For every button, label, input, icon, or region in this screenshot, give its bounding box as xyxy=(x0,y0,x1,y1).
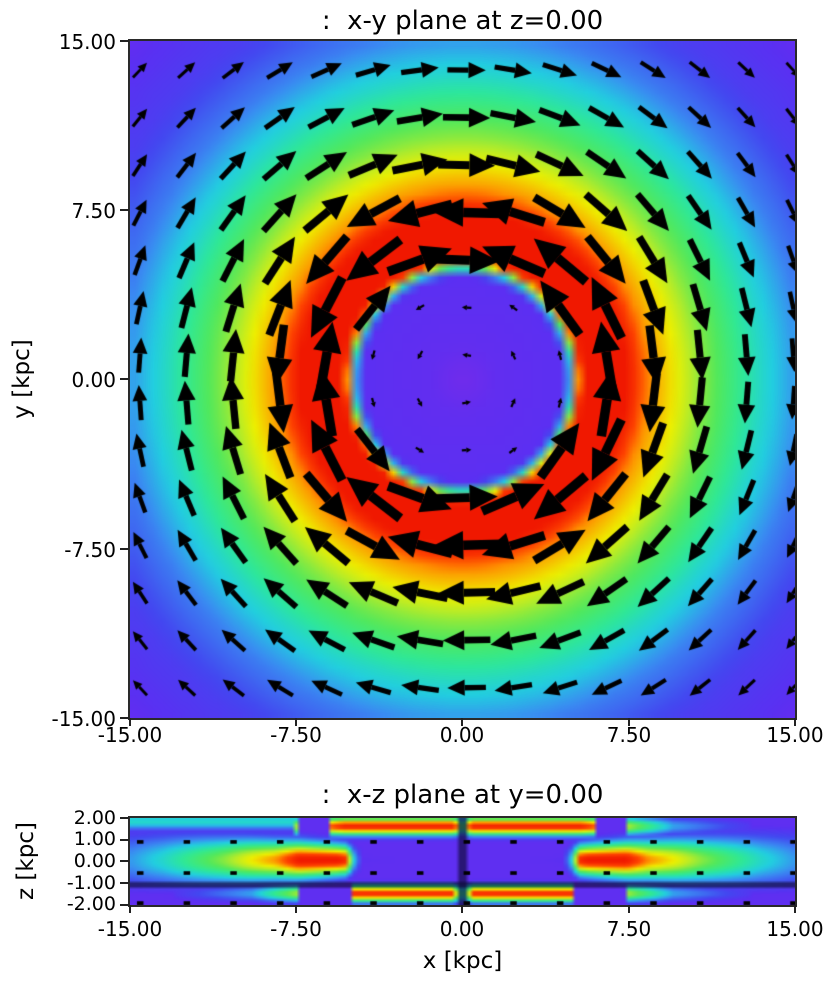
y-tick-mark xyxy=(120,717,129,719)
z-tick-label: -1.00 xyxy=(66,872,116,894)
y-tick-label: -7.50 xyxy=(64,538,116,562)
x-tick-label: 0.00 xyxy=(439,723,485,747)
y-tick-mark xyxy=(120,548,129,550)
z-tick-label: 2.00 xyxy=(73,807,116,829)
xy-field-canvas xyxy=(130,41,795,718)
xz-field-canvas xyxy=(130,818,795,905)
z-tick-mark xyxy=(120,904,129,906)
x-tick-label: -15.00 xyxy=(97,723,163,747)
xz-plot-area xyxy=(128,816,797,907)
y-tick-mark xyxy=(120,40,129,42)
y-tick-label: 0.00 xyxy=(71,368,116,392)
y-tick-label: 7.50 xyxy=(71,199,116,223)
y-tick-mark xyxy=(120,209,129,211)
z-tick-mark xyxy=(120,860,129,862)
z-tick-mark xyxy=(120,882,129,884)
x-tick-mark xyxy=(295,718,297,726)
x-tick-mark xyxy=(295,905,297,913)
x-tick-label: -7.50 xyxy=(270,723,322,747)
z-tick-label: 0.00 xyxy=(73,850,116,872)
xy-plot-area xyxy=(128,39,797,720)
x-tick-label: -7.50 xyxy=(270,917,322,941)
x-tick-mark xyxy=(628,718,630,726)
x-tick-mark xyxy=(461,718,463,726)
x-tick-label: 7.50 xyxy=(606,917,652,941)
x-tick-label: 15.00 xyxy=(766,723,824,747)
x-tick-label: 0.00 xyxy=(439,917,485,941)
x-tick-mark xyxy=(794,905,796,913)
y-tick-label: -15.00 xyxy=(51,707,116,731)
z-tick-mark xyxy=(120,839,129,841)
x-tick-mark xyxy=(129,718,131,726)
z-tick-label: 1.00 xyxy=(73,828,116,850)
xy-panel-title: : x-y plane at z=0.00 xyxy=(321,6,604,36)
y-tick-mark xyxy=(120,378,129,380)
x-tick-label: 7.50 xyxy=(606,723,652,747)
xz-xlabel: x [kpc] xyxy=(422,948,503,974)
x-tick-label: -15.00 xyxy=(97,917,163,941)
z-tick-label: -2.00 xyxy=(66,893,116,915)
xz-panel-title: : x-z plane at y=0.00 xyxy=(321,780,604,810)
x-tick-label: 15.00 xyxy=(766,917,824,941)
z-tick-mark xyxy=(120,817,129,819)
y-tick-label: 15.00 xyxy=(58,30,116,54)
x-tick-mark xyxy=(628,905,630,913)
x-tick-mark xyxy=(461,905,463,913)
x-tick-mark xyxy=(129,905,131,913)
x-tick-mark xyxy=(794,718,796,726)
xy-ylabel: y [kpc] xyxy=(9,339,35,419)
